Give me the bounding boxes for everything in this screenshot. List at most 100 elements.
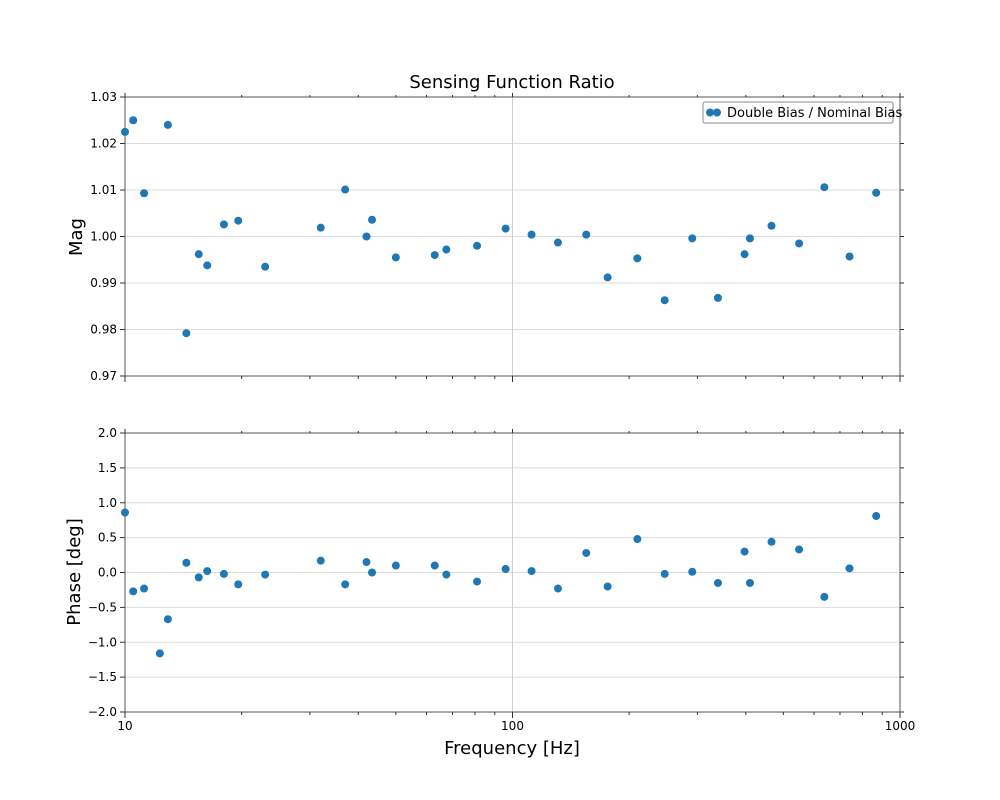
phase-data-point — [582, 548, 591, 557]
magnitude-data-point — [442, 245, 451, 254]
phase-data-point — [795, 545, 804, 554]
phase-data-point — [660, 569, 669, 578]
phase-data-point — [219, 569, 228, 578]
magnitude-data-point — [767, 221, 776, 230]
magnitude-data-point — [261, 262, 270, 271]
magnitude-data-point — [740, 250, 749, 259]
phase-y-tick-label: −1.5 — [88, 670, 117, 684]
magnitude-y-tick-label: 1.00 — [90, 230, 117, 244]
phase-data-point — [872, 512, 881, 521]
magnitude-data-point — [182, 329, 191, 338]
magnitude-ticks: 0.97 0.98 0.99 1.00 1.01 1.02 1.03 — [90, 90, 904, 383]
phase-data-point — [155, 649, 164, 658]
phase-y-tick-label: 0.0 — [98, 566, 117, 580]
phase-data-point — [603, 582, 612, 591]
legend-box — [702, 101, 894, 124]
legend-marker — [713, 108, 721, 117]
magnitude-panel: 0.97 0.98 0.99 1.00 1.01 1.02 1.03 Mag Double … — [66, 90, 904, 383]
magnitude-data-point — [473, 241, 482, 250]
legend-entry-label: Double Bias / Nominal Bias — [727, 106, 903, 121]
magnitude-data-point — [603, 273, 612, 282]
magnitude-data-point — [553, 238, 562, 247]
phase-data-point — [745, 578, 754, 587]
magnitude-data-point — [140, 189, 149, 198]
phase-grid — [125, 433, 900, 712]
magnitude-data-point — [203, 261, 212, 270]
phase-data-point — [820, 592, 829, 601]
x-tick-label: 1000 — [885, 719, 916, 733]
phase-points — [121, 508, 881, 658]
magnitude-data-point — [219, 220, 228, 229]
phase-y-tick-label: −0.5 — [88, 600, 117, 614]
magnitude-data-point — [501, 224, 510, 233]
phase-y-tick-label: −2.0 — [88, 705, 117, 719]
magnitude-y-axis-label: Mag — [66, 218, 87, 256]
magnitude-data-point — [391, 253, 400, 262]
phase-data-point — [740, 547, 749, 556]
magnitude-y-tick-label: 0.97 — [90, 369, 117, 383]
legend-marker — [706, 108, 714, 117]
phase-data-point — [341, 580, 350, 589]
magnitude-data-point — [845, 252, 854, 261]
phase-data-point — [316, 556, 325, 565]
phase-data-point — [430, 561, 439, 570]
phase-data-point — [261, 570, 270, 579]
magnitude-data-point — [163, 120, 172, 129]
magnitude-data-point — [713, 293, 722, 302]
phase-data-point — [501, 565, 510, 574]
magnitude-data-point — [234, 216, 243, 225]
magnitude-data-point — [633, 254, 642, 263]
phase-data-point — [182, 558, 191, 567]
phase-data-point — [362, 558, 371, 567]
phase-data-point — [527, 567, 536, 576]
magnitude-y-tick-label: 0.99 — [90, 276, 117, 290]
phase-y-tick-label: −1.0 — [88, 635, 117, 649]
phase-y-tick-label: 1.5 — [98, 461, 117, 475]
magnitude-data-point — [129, 116, 138, 125]
magnitude-data-point — [527, 230, 536, 239]
phase-data-point — [140, 584, 149, 593]
phase-y-tick-label: 0.5 — [98, 531, 117, 545]
phase-data-point — [203, 567, 212, 576]
magnitude-data-point — [316, 223, 325, 232]
chart-title: Sensing Function Ratio — [409, 72, 614, 93]
magnitude-y-tick-label: 1.03 — [90, 90, 117, 104]
x-tick-label: 10 — [117, 719, 132, 733]
magnitude-data-point — [121, 127, 129, 136]
magnitude-y-tick-label: 0.98 — [90, 323, 117, 337]
magnitude-grid — [125, 97, 900, 376]
magnitude-data-point — [582, 230, 591, 239]
phase-y-axis-label: Phase [deg] — [64, 518, 85, 625]
phase-data-point — [368, 568, 377, 577]
legend: Double Bias / Nominal Bias — [702, 101, 903, 124]
phase-data-point — [194, 573, 203, 582]
magnitude-data-point — [362, 232, 371, 241]
phase-y-tick-label: 2.0 — [98, 426, 117, 440]
phase-data-point — [473, 577, 482, 586]
x-axis-label: Frequency [Hz] — [444, 738, 580, 759]
phase-data-point — [121, 508, 129, 517]
magnitude-y-tick-label: 1.01 — [90, 183, 117, 197]
phase-data-point — [845, 564, 854, 573]
magnitude-y-tick-label: 1.02 — [90, 137, 117, 151]
phase-data-point — [553, 584, 562, 593]
magnitude-data-point — [194, 250, 203, 259]
phase-data-point — [767, 537, 776, 546]
magnitude-data-point — [872, 188, 881, 197]
phase-data-point — [633, 535, 642, 544]
phase-data-point — [163, 615, 172, 624]
phase-panel: −2.0 −1.5 −1.0 −0.5 0.0 0.5 1.0 1.5 2.0 10 100 1000… — [64, 426, 915, 733]
magnitude-data-point — [430, 251, 439, 260]
magnitude-data-point — [688, 234, 697, 243]
magnitude-data-point — [368, 215, 377, 224]
magnitude-data-point — [795, 239, 804, 248]
magnitude-points — [121, 116, 881, 338]
phase-data-point — [234, 580, 243, 589]
phase-ticks: −2.0 −1.5 −1.0 −0.5 0.0 0.5 1.0 1.5 2.0 10 100 1000 — [88, 426, 915, 733]
phase-data-point — [129, 587, 138, 596]
phase-data-point — [391, 561, 400, 570]
magnitude-data-point — [745, 234, 754, 243]
phase-y-tick-label: 1.0 — [98, 496, 117, 510]
